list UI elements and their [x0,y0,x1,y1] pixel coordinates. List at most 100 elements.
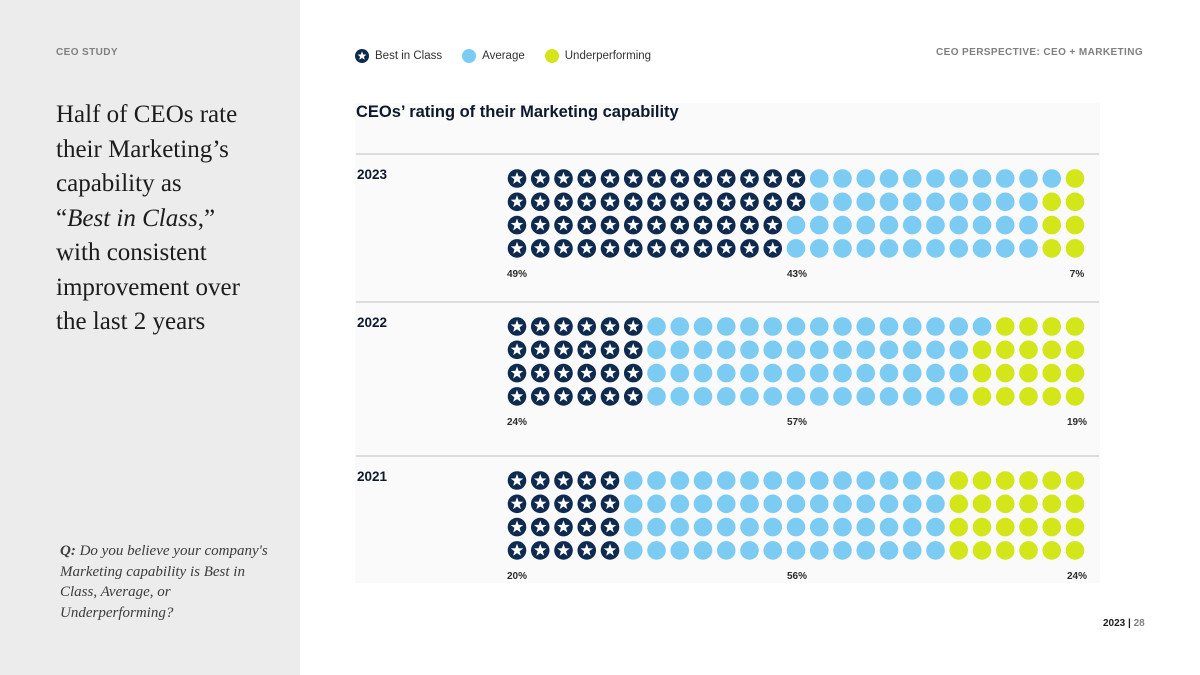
waffle-cell-average [740,340,759,360]
percent-label-best-in-class: 20% [507,571,527,582]
star-icon [533,520,547,533]
sidebar: CEO STUDY Half of CEOs rate their Market… [0,0,300,675]
star-icon [557,473,570,486]
waffle-cell-average [716,317,736,336]
waffle-cell-underperforming [995,494,1015,514]
waffle-cell-average [763,387,783,406]
star-icon [789,195,803,208]
star-icon [533,473,547,486]
star-icon [510,389,524,402]
waffle-cell-average [647,363,666,383]
star-icon [533,389,547,402]
waffle-cell-average [879,387,899,406]
waffle-cell-underperforming [1042,215,1062,235]
page-footer: 2023 | 28 [1103,618,1145,629]
star-icon [766,195,780,208]
waffle-cell-average [902,494,922,514]
waffle-cell-average [716,363,736,383]
waffle-cell-average [763,541,783,560]
waffle-cell-average [833,317,852,336]
waffle-cell-underperforming [995,471,1015,490]
star-icon [510,343,524,356]
waffle-cell-average [647,317,666,336]
star-icon [557,218,570,231]
waffle-cell-average [647,541,666,560]
star-icon [673,171,687,184]
waffle-cell-average [786,340,806,360]
star-icon [510,319,524,332]
star-icon [673,195,687,208]
waffle-cell-average [995,215,1015,235]
waffle-cell-average [995,192,1015,212]
waffle-cell-average [809,541,829,560]
waffle-cell-underperforming [995,340,1015,360]
waffle-cell-average [879,517,899,537]
waffle-cell-average [647,340,666,360]
waffle-cell-average [972,169,992,188]
star-icon [557,171,570,184]
waffle-cell-average [949,169,969,188]
star-icon [743,171,756,184]
section-eyebrow: CEO STUDY [56,47,118,58]
headline-quote-close: ,” [197,204,216,232]
survey-question: Q: Do you believe your company's Marketi… [60,541,280,623]
waffle-cell-average [856,340,876,360]
waffle-cell-average [670,494,690,514]
star-icon [603,520,617,533]
waffle-cell-underperforming [1065,239,1085,258]
star-icon [557,241,570,254]
header-eyebrow: CEO PERSPECTIVE: CEO + MARKETING [936,47,1143,58]
star-icon [603,319,617,332]
star-icon [603,497,617,510]
waffle-cell-average [786,471,806,490]
waffle-cell-average [902,340,922,360]
star-icon [603,218,617,231]
waffle-cell-average [995,239,1015,258]
waffle-cell-average [949,192,969,212]
waffle-cell-average [879,494,899,514]
waffle-cell-average [926,517,945,537]
star-icon [580,497,594,510]
waffle-cell-average [856,192,876,212]
waffle-cell-average [693,541,713,560]
legend-label-underperforming: Underperforming [564,50,652,62]
star-icon [719,171,733,184]
waffle-cell-underperforming [949,541,969,560]
waffle-cell-average [623,471,643,490]
waffle-cell-average [995,169,1015,188]
waffle-cell-average [949,363,969,383]
waffle-cell-average [716,471,736,490]
star-icon [533,241,547,254]
chart-title: CEOs’ rating of their Marketing capabili… [356,103,679,121]
waffle-cell-average [856,471,876,490]
star-icon [766,218,780,231]
star-icon [557,195,570,208]
star-icon [557,319,570,332]
star-icon [626,218,640,231]
waffle-cell-average [1019,215,1038,235]
waffle-cell-average [809,494,829,514]
waffle-cell-average [786,215,806,235]
waffle-cell-average [833,340,852,360]
waffle-cell-average [809,340,829,360]
percent-label-average: 43% [787,269,807,280]
waffle-cell-average [856,363,876,383]
waffle-cell-average [670,363,690,383]
star-icon [603,241,617,254]
star-icon [696,195,710,208]
waffle-cell-average [693,517,713,537]
star-icon [580,319,594,332]
waffle-cell-average [926,363,945,383]
waffle-cell-average [879,363,899,383]
star-icon [696,241,710,254]
waffle-cell-underperforming [1042,192,1062,212]
waffle-cell-average [740,471,759,490]
waffle-cell-average [833,387,852,406]
waffle-cell-underperforming [1065,471,1085,490]
waffle-cell-underperforming [1042,317,1062,336]
star-circle-icon [355,49,369,63]
star-icon [696,218,710,231]
waffle-cell-underperforming [1065,192,1085,212]
waffle-cell-average [670,340,690,360]
waffle-cell-average [1019,169,1038,188]
